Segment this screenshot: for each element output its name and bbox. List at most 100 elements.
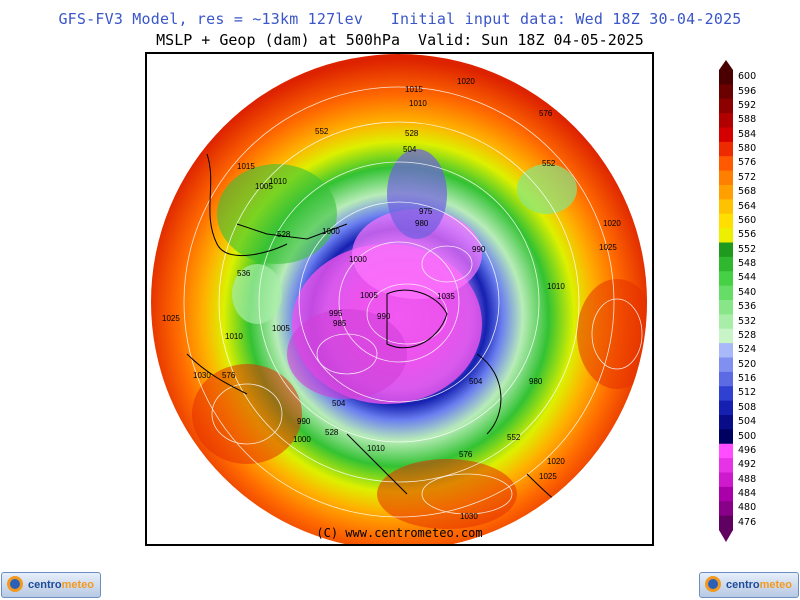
- scale-label: 552: [738, 243, 757, 255]
- geop-528-b: 528: [277, 230, 291, 239]
- scale-label: 572: [738, 171, 757, 183]
- geop-576-a: 576: [539, 109, 553, 118]
- geop-552-a: 552: [315, 127, 329, 136]
- label-1025-c: 1025: [539, 472, 557, 481]
- scale-arrow-bottom: [719, 530, 733, 542]
- scale-label: 528: [738, 329, 757, 341]
- contour-labels: 1015 1010 1015 1010 1005 1000 1000 995 9…: [162, 77, 621, 521]
- label-1010-c: 1010: [547, 282, 565, 291]
- centrometeo-logo-left[interactable]: centrometeo: [1, 572, 101, 598]
- scale-label: 532: [738, 315, 757, 327]
- scale-label: 504: [738, 416, 757, 428]
- scale-label: 556: [738, 229, 757, 241]
- label-980-b: 980: [529, 377, 543, 386]
- label-990-a: 990: [377, 312, 391, 321]
- scale-swatch: [719, 328, 733, 344]
- scale-swatch: [719, 458, 733, 473]
- scale-swatch: [719, 429, 733, 445]
- scale-swatch: [719, 400, 733, 416]
- logo-text-left-2: meteo: [61, 579, 95, 591]
- label-1010-b: 1010: [269, 177, 287, 186]
- scale-swatch: [719, 199, 733, 215]
- scale-label: 508: [738, 401, 757, 413]
- label-1010-d: 1010: [225, 332, 243, 341]
- scale-label: 524: [738, 344, 757, 356]
- geop-552-c: 552: [507, 433, 521, 442]
- label-1000-c: 1000: [293, 435, 311, 444]
- scale-swatch: [719, 185, 733, 200]
- polar-map: 1015 1010 1015 1010 1005 1000 1000 995 9…: [151, 54, 647, 544]
- scale-label: 516: [738, 373, 757, 385]
- scale-swatch: [719, 501, 733, 517]
- copyright-text: (C) www.centrometeo.com: [316, 526, 483, 540]
- label-1000-a: 1000: [322, 227, 340, 236]
- label-995: 995: [329, 309, 343, 318]
- scale-label: 592: [738, 99, 757, 111]
- geop-576-c: 576: [459, 450, 473, 459]
- scale-label: 512: [738, 387, 757, 399]
- label-1000-b: 1000: [349, 255, 367, 264]
- scale-swatch: [719, 141, 733, 157]
- label-990-c: 990: [297, 417, 311, 426]
- geop-536: 536: [237, 269, 251, 278]
- scale-swatch: [719, 314, 733, 330]
- scale-label: 484: [738, 488, 757, 500]
- scale-swatch: [719, 271, 733, 287]
- label-1030-a: 1030: [193, 371, 211, 380]
- scale-label: 480: [738, 502, 757, 514]
- scale-label: 520: [738, 358, 757, 370]
- label-1015-a: 1015: [405, 85, 423, 94]
- logo-ring-icon: [705, 576, 721, 592]
- scale-swatch: [719, 242, 733, 258]
- scale-swatch: [719, 84, 733, 100]
- scale-label: 580: [738, 143, 757, 155]
- scale-swatch: [719, 357, 733, 373]
- geopotential-blobs: [192, 149, 647, 529]
- map-frame: 1015 1010 1015 1010 1005 1000 1000 995 9…: [145, 52, 654, 546]
- scale-label: 492: [738, 459, 757, 471]
- centrometeo-logo-right[interactable]: centrometeo: [699, 572, 799, 598]
- isobar-lines: [183, 86, 643, 518]
- scale-swatch: [719, 285, 733, 301]
- label-1005-c: 1005: [360, 291, 378, 300]
- label-980-a: 980: [415, 219, 429, 228]
- scale-swatch: [719, 386, 733, 402]
- label-1020-c: 1020: [547, 457, 565, 466]
- label-1015-b: 1015: [237, 162, 255, 171]
- scale-label: 496: [738, 444, 757, 456]
- color-scale-bar: 600 596 592 588 584 580 576 572 568 564 560 556 552 5…: [718, 60, 788, 544]
- scale-label: 500: [738, 430, 757, 442]
- geop-504-c: 504: [332, 399, 346, 408]
- scale-swatch: [719, 113, 733, 128]
- scale-label: 568: [738, 186, 757, 198]
- scale-swatch: [719, 98, 733, 114]
- scale-swatch: [719, 415, 733, 430]
- scale-swatch: [719, 213, 733, 229]
- label-1020-b: 1020: [603, 219, 621, 228]
- logo-ring-icon: [7, 576, 23, 592]
- scale-swatch: [719, 70, 733, 85]
- scale-swatch: [719, 486, 733, 502]
- label-1035: 1035: [437, 292, 455, 301]
- model-title: GFS-FV3 Model, res = ~13km 127lev Initia…: [58, 10, 742, 28]
- label-990-b: 990: [472, 245, 486, 254]
- label-1005-b: 1005: [272, 324, 290, 333]
- logo-text-right-1: centro: [726, 579, 760, 591]
- scale-label: 564: [738, 200, 757, 212]
- scale-label: 488: [738, 473, 757, 485]
- label-1010-a: 1010: [409, 99, 427, 108]
- label-1025-b: 1025: [162, 314, 180, 323]
- label-1030-b: 1030: [460, 512, 478, 521]
- scale-swatch: [719, 443, 733, 459]
- scale-swatch: [719, 343, 733, 358]
- scale-label: 576: [738, 157, 757, 169]
- geop-504-b: 504: [469, 377, 483, 386]
- scale-swatch: [719, 515, 733, 531]
- scale-swatch: [719, 300, 733, 315]
- label-1005-a: 1005: [255, 182, 273, 191]
- label-975: 975: [419, 207, 433, 216]
- geop-552-b: 552: [542, 159, 556, 168]
- logo-text-left-1: centro: [28, 579, 62, 591]
- scale-swatch: [719, 127, 733, 143]
- label-1020-a: 1020: [457, 77, 475, 86]
